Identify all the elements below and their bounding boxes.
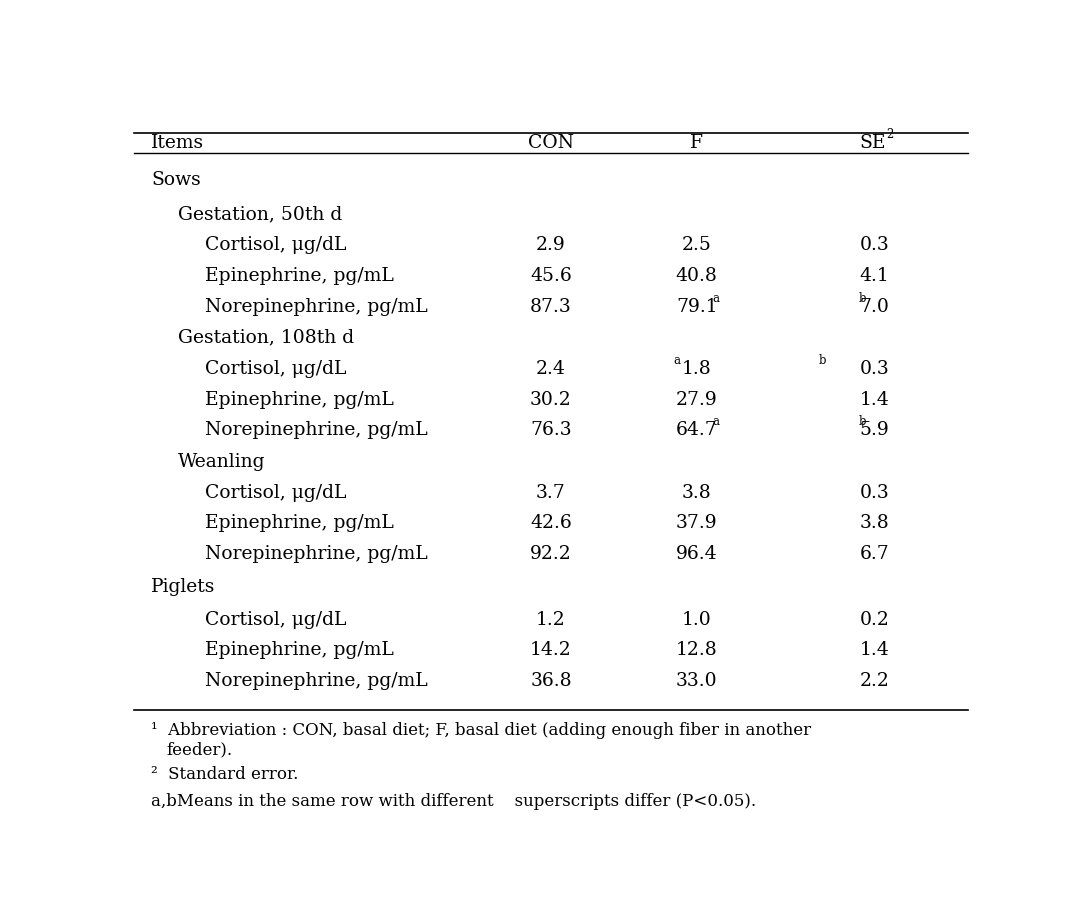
- Text: 45.6: 45.6: [530, 267, 572, 285]
- Text: Sows: Sows: [151, 171, 201, 189]
- Text: SE: SE: [859, 134, 886, 152]
- Text: Weanling: Weanling: [177, 453, 266, 471]
- Text: a: a: [713, 415, 719, 429]
- Text: 92.2: 92.2: [530, 545, 572, 563]
- Text: 27.9: 27.9: [676, 391, 718, 409]
- Text: 0.3: 0.3: [859, 361, 889, 379]
- Text: 79.1: 79.1: [676, 298, 717, 316]
- Text: 0.3: 0.3: [859, 237, 889, 255]
- Text: 3.7: 3.7: [536, 483, 565, 502]
- Text: 2.9: 2.9: [536, 237, 565, 255]
- Text: 5.9: 5.9: [859, 422, 889, 440]
- Text: F: F: [690, 134, 703, 152]
- Text: 96.4: 96.4: [676, 545, 717, 563]
- Text: 76.3: 76.3: [530, 422, 572, 440]
- Text: Cortisol, μg/dL: Cortisol, μg/dL: [205, 237, 347, 255]
- Text: a: a: [713, 292, 719, 305]
- Text: 0.3: 0.3: [859, 483, 889, 502]
- Text: 3.8: 3.8: [682, 483, 712, 502]
- Text: b: b: [858, 415, 865, 429]
- Text: 2.4: 2.4: [536, 361, 565, 379]
- Text: ¹  Abbreviation : CON, basal diet; F, basal diet (adding enough fiber in another: ¹ Abbreviation : CON, basal diet; F, bas…: [151, 722, 812, 739]
- Text: 30.2: 30.2: [530, 391, 572, 409]
- Text: 2.5: 2.5: [682, 237, 712, 255]
- Text: Items: Items: [151, 134, 204, 152]
- Text: 2.2: 2.2: [859, 672, 889, 690]
- Text: 33.0: 33.0: [676, 672, 717, 690]
- Text: 6.7: 6.7: [859, 545, 889, 563]
- Text: 3.8: 3.8: [859, 515, 889, 533]
- Text: Piglets: Piglets: [151, 578, 215, 596]
- Text: Cortisol, μg/dL: Cortisol, μg/dL: [205, 611, 347, 629]
- Text: 1.4: 1.4: [859, 391, 889, 409]
- Text: CON: CON: [528, 134, 574, 152]
- Text: feeder).: feeder).: [166, 741, 232, 758]
- Text: 7.0: 7.0: [859, 298, 889, 316]
- Text: Norepinephrine, pg/mL: Norepinephrine, pg/mL: [205, 672, 428, 690]
- Text: Cortisol, μg/dL: Cortisol, μg/dL: [205, 361, 347, 379]
- Text: Gestation, 50th d: Gestation, 50th d: [177, 205, 342, 223]
- Text: a,bMeans in the same row with different    superscripts differ (P<0.05).: a,bMeans in the same row with different …: [151, 793, 756, 810]
- Text: Norepinephrine, pg/mL: Norepinephrine, pg/mL: [205, 545, 428, 563]
- Text: 1.0: 1.0: [682, 611, 712, 629]
- Text: 0.2: 0.2: [859, 611, 889, 629]
- Text: Epinephrine, pg/mL: Epinephrine, pg/mL: [205, 515, 395, 533]
- Text: Cortisol, μg/dL: Cortisol, μg/dL: [205, 483, 347, 502]
- Text: Norepinephrine, pg/mL: Norepinephrine, pg/mL: [205, 298, 428, 316]
- Text: 36.8: 36.8: [530, 672, 572, 690]
- Text: 37.9: 37.9: [676, 515, 717, 533]
- Text: a: a: [673, 354, 680, 368]
- Text: 87.3: 87.3: [530, 298, 572, 316]
- Text: 1.2: 1.2: [536, 611, 565, 629]
- Text: Gestation, 108th d: Gestation, 108th d: [177, 329, 354, 347]
- Text: 40.8: 40.8: [676, 267, 718, 285]
- Text: Epinephrine, pg/mL: Epinephrine, pg/mL: [205, 641, 395, 659]
- Text: 1.4: 1.4: [859, 641, 889, 659]
- Text: 64.7: 64.7: [676, 422, 718, 440]
- Text: 12.8: 12.8: [676, 641, 718, 659]
- Text: b: b: [858, 292, 865, 305]
- Text: 42.6: 42.6: [530, 515, 572, 533]
- Text: 14.2: 14.2: [530, 641, 572, 659]
- Text: Norepinephrine, pg/mL: Norepinephrine, pg/mL: [205, 422, 428, 440]
- Text: 4.1: 4.1: [859, 267, 889, 285]
- Text: 1.8: 1.8: [682, 361, 712, 379]
- Text: b: b: [819, 354, 827, 368]
- Text: Epinephrine, pg/mL: Epinephrine, pg/mL: [205, 267, 395, 285]
- Text: Epinephrine, pg/mL: Epinephrine, pg/mL: [205, 391, 395, 409]
- Text: 2: 2: [886, 128, 893, 141]
- Text: ²  Standard error.: ² Standard error.: [151, 766, 299, 783]
